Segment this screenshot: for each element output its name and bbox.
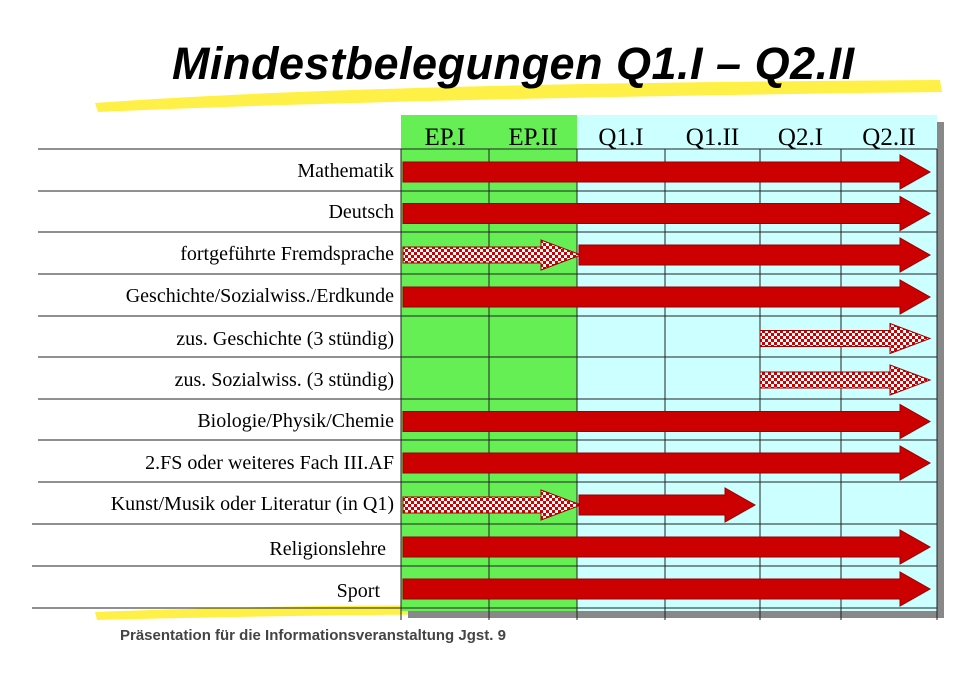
- optional-arrow: [759, 322, 932, 355]
- mandatory-arrow: [402, 403, 932, 440]
- mandatory-arrow: [578, 487, 757, 523]
- subject-label: Religionslehre: [269, 538, 386, 560]
- column-header: Q2.I: [777, 124, 824, 151]
- optional-arrow: [402, 489, 583, 521]
- subject-label: Geschichte/Sozialwiss./Erdkunde: [125, 285, 394, 307]
- mandatory-arrow: [578, 237, 932, 273]
- title-highlighter: [95, 80, 942, 112]
- q-columns-fill: [577, 115, 937, 611]
- optional-arrow: [402, 239, 583, 271]
- column-header: Q1.I: [598, 124, 644, 151]
- mandatory-arrow: [402, 445, 932, 481]
- column-header: Q1.II: [685, 124, 740, 151]
- column-header: Q2.II: [862, 124, 916, 151]
- mandatory-arrow: [402, 195, 932, 232]
- mandatory-arrow: [402, 529, 932, 565]
- page-title: Mindestbelegungen Q1.I – Q2.II: [172, 38, 855, 89]
- subject-label: fortgeführte Fremdsprache: [180, 243, 394, 265]
- subject-label: Deutsch: [328, 201, 394, 223]
- optional-arrow: [759, 364, 932, 396]
- subject-label: Biologie/Physik/Chemie: [197, 410, 394, 432]
- subject-label: 2.FS oder weiteres Fach III.AF: [145, 452, 394, 474]
- subject-label: zus. Sozialwiss. (3 stündig): [174, 369, 394, 391]
- mandatory-arrow: [402, 279, 932, 315]
- subject-label: Kunst/Musik oder Literatur (in Q1): [110, 493, 394, 515]
- subject-label: zus. Geschichte (3 stündig): [176, 328, 394, 350]
- subject-label: Sport: [336, 580, 380, 602]
- mandatory-arrow: [402, 154, 932, 190]
- column-header: EP.II: [508, 124, 558, 151]
- mandatory-arrow: [402, 571, 932, 607]
- footer-text: Präsentation für die Informationsveranst…: [120, 627, 506, 644]
- column-header: EP.I: [424, 124, 466, 151]
- arrows-layer: [402, 154, 932, 607]
- subject-label: Mathematik: [297, 160, 394, 182]
